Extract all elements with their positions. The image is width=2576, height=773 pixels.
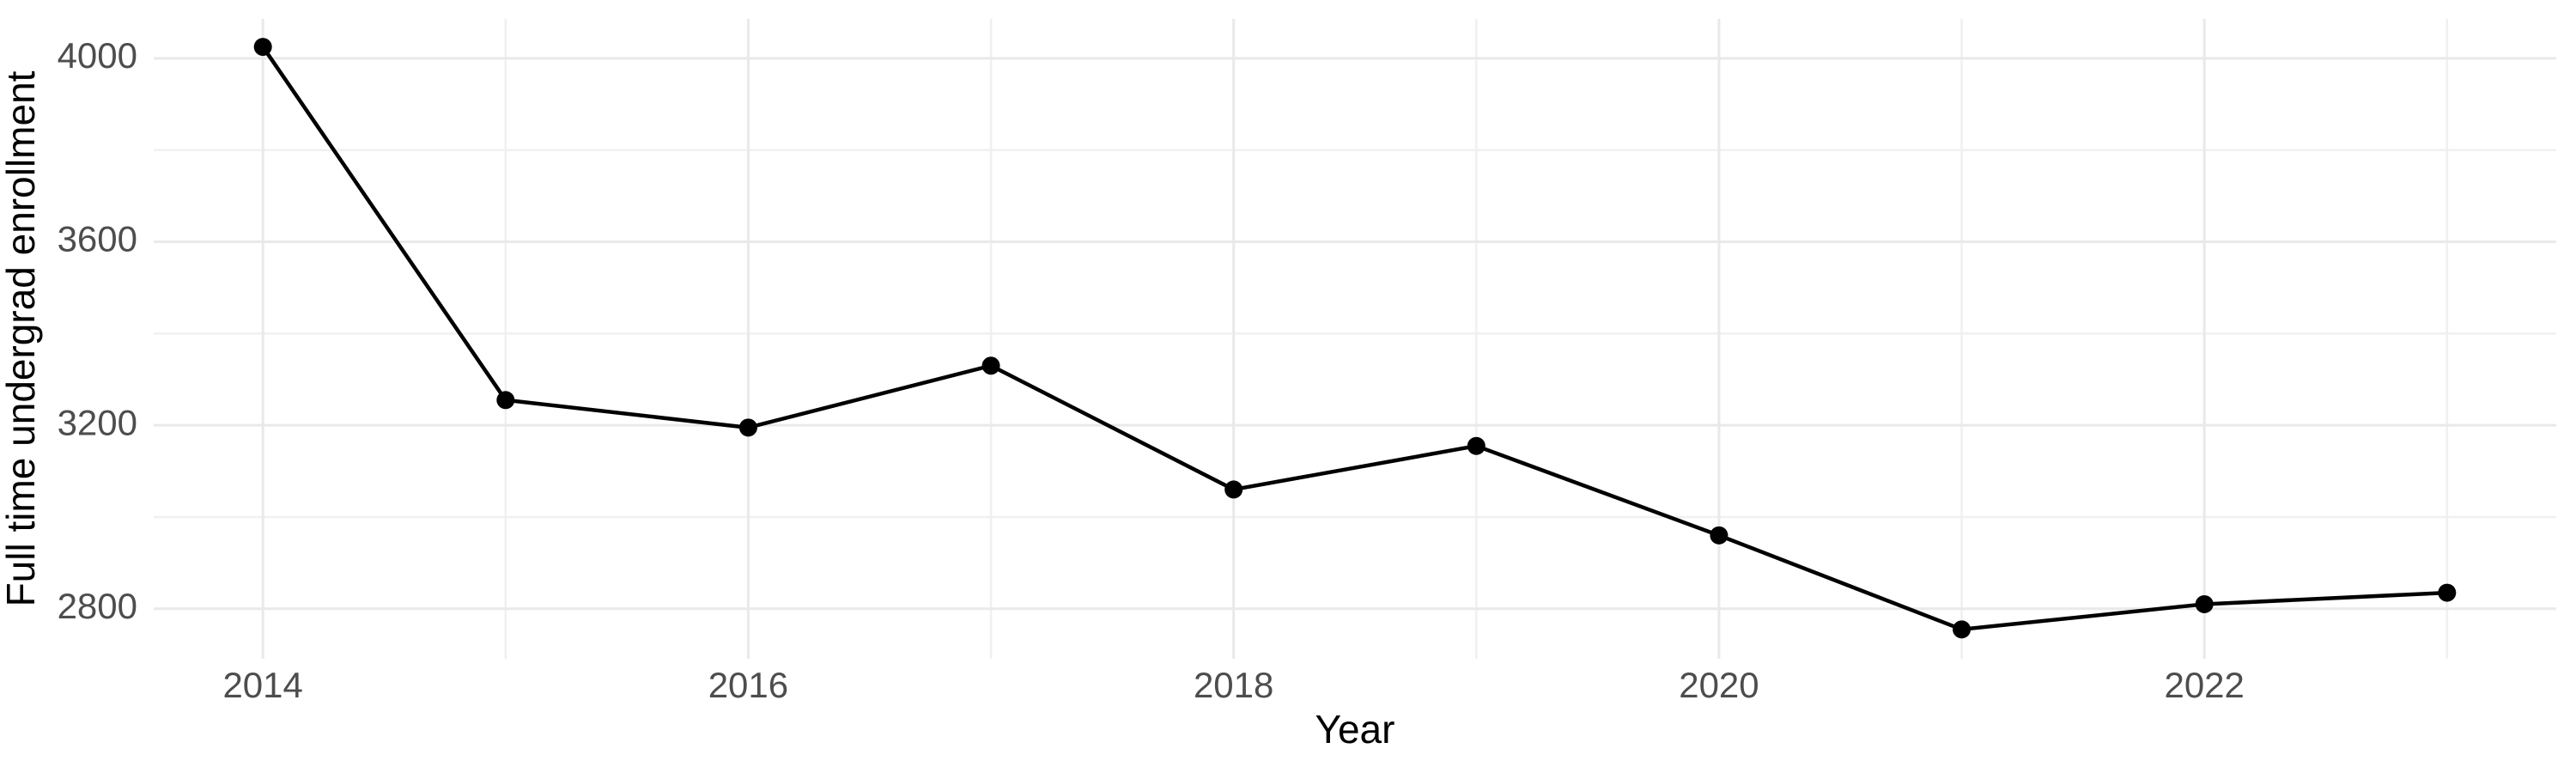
data-point [1224, 480, 1243, 499]
major-gridlines [154, 19, 2556, 659]
x-axis-title: Year [1315, 707, 1395, 752]
y-tick-label: 3600 [58, 219, 137, 259]
y-tick-label: 3200 [58, 402, 137, 442]
data-point [2195, 594, 2214, 613]
x-tick-label: 2022 [2164, 665, 2244, 705]
data-point [1467, 436, 1485, 455]
data-point [1953, 620, 1971, 639]
x-tick-label: 2020 [1679, 665, 1759, 705]
y-tick-label: 2800 [58, 586, 137, 626]
enrollment-line-series [260, 45, 2450, 632]
data-point [2438, 583, 2457, 602]
x-tick-label: 2016 [708, 665, 788, 705]
y-axis-tick-labels: 2800 3200 3600 4000 [58, 35, 137, 626]
data-point [253, 38, 272, 57]
y-tick-label: 4000 [58, 35, 137, 76]
x-tick-label: 2014 [222, 665, 302, 705]
data-point [738, 418, 757, 437]
data-point-markers [253, 38, 2457, 639]
x-axis-tick-labels: 2014 2016 2018 2020 2022 [222, 665, 2244, 705]
y-axis-title: Full time undergrad enrollment [0, 70, 43, 606]
data-point [496, 391, 515, 410]
data-point [1710, 526, 1728, 545]
data-point [981, 356, 1000, 375]
x-tick-label: 2018 [1194, 665, 1273, 705]
minor-gridlines [154, 19, 2556, 659]
